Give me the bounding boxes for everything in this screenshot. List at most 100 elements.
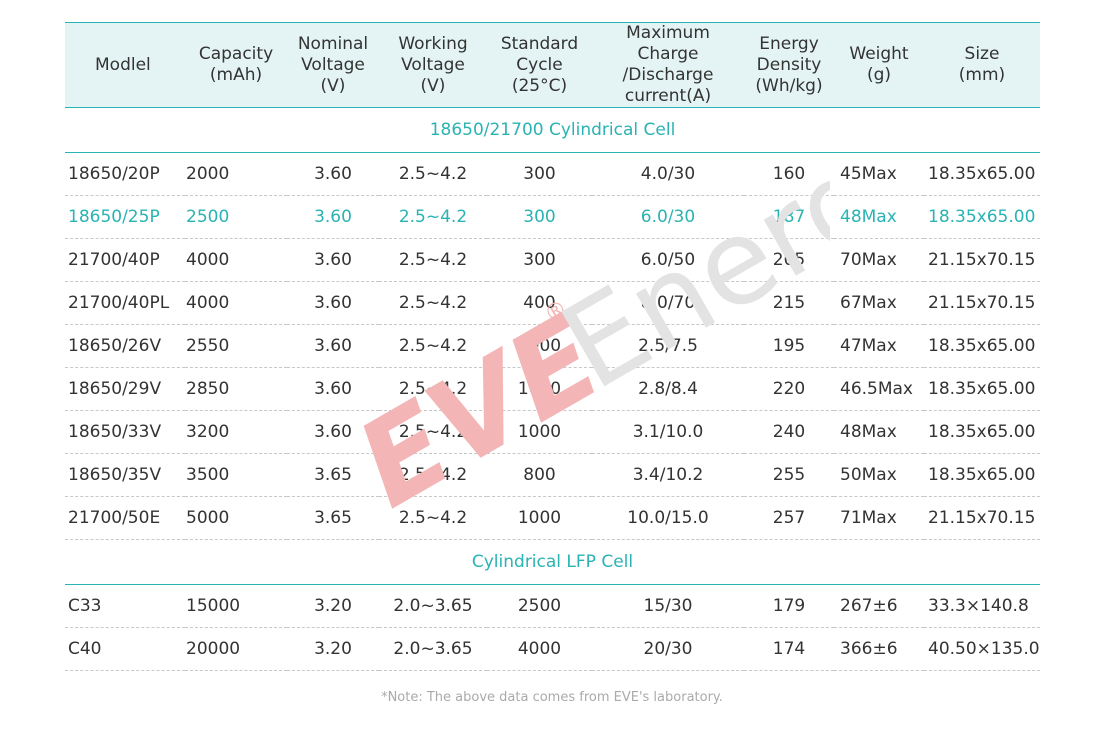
cell-standard-cycle: 2500	[487, 584, 592, 628]
column-header: Nominal Voltage (V)	[287, 22, 379, 108]
cell-working-voltage: 2.0~3.65	[379, 584, 487, 628]
cell-working-voltage: 2.5~4.2	[379, 410, 487, 454]
cell-size: 18.35x65.00	[924, 152, 1040, 196]
cell-max-current: 4.0/30	[592, 152, 744, 196]
spec-table-container: Modlel Capacity (mAh) Nominal Voltage (V) Work…	[65, 22, 1040, 671]
cell-working-voltage: 2.5~4.2	[379, 152, 487, 196]
column-header-line: (25°C)	[511, 75, 568, 96]
column-header-line: Maximum Charge	[626, 23, 710, 64]
cell-weight: 71Max	[834, 496, 924, 540]
cell-max-current: 6.0/30	[592, 195, 744, 239]
column-header-line: /Discharge	[622, 65, 714, 85]
column-header: Size (mm)	[924, 22, 1040, 108]
cell-energy-density: 195	[744, 324, 834, 368]
cell-capacity: 4000	[185, 238, 287, 282]
cell-max-current: 15/30	[592, 584, 744, 628]
column-header-line: (V)	[420, 75, 446, 96]
cell-standard-cycle: 400	[487, 281, 592, 325]
cell-capacity: 5000	[185, 496, 287, 540]
cell-nominal-voltage: 3.60	[287, 152, 379, 196]
cell-nominal-voltage: 3.20	[287, 627, 379, 671]
cell-weight: 46.5Max	[834, 367, 924, 411]
cell-weight: 45Max	[834, 152, 924, 196]
footnote: *Note: The above data comes from EVE's l…	[381, 690, 723, 705]
cell-max-current: 6.0/50	[592, 238, 744, 282]
cell-max-current: 2.8/8.4	[592, 367, 744, 411]
section-header-row: 18650/21700 Cylindrical Cell	[65, 107, 1040, 153]
cell-standard-cycle: 300	[487, 238, 592, 282]
section-title: 18650/21700 Cylindrical Cell	[65, 107, 1040, 153]
column-header: Weight (g)	[834, 22, 924, 108]
table-row: 21700/40PL 4000 3.60 2.5~4.2 400 8.0/70 215 67M…	[65, 281, 1040, 325]
cell-energy-density: 174	[744, 627, 834, 671]
table-row: 18650/26V 2550 3.60 2.5~4.2 1000 2.5/7.5 195 47…	[65, 324, 1040, 368]
column-header: Working Voltage (V)	[379, 22, 487, 108]
cell-model: 21700/40P	[65, 238, 185, 282]
section-title: Cylindrical LFP Cell	[65, 539, 1040, 585]
column-header-line: Standard	[500, 33, 579, 54]
cell-max-current: 3.4/10.2	[592, 453, 744, 497]
cell-energy-density: 179	[744, 584, 834, 628]
cell-energy-density: 220	[744, 367, 834, 411]
cell-working-voltage: 2.5~4.2	[379, 195, 487, 239]
table-row: C40 20000 3.20 2.0~3.65 4000 20/30 174 366±6 40.…	[65, 627, 1040, 671]
cell-working-voltage: 2.5~4.2	[379, 324, 487, 368]
cell-nominal-voltage: 3.60	[287, 410, 379, 454]
cell-nominal-voltage: 3.60	[287, 281, 379, 325]
table-row: 18650/35V 3500 3.65 2.5~4.2 800 3.4/10.2 255 50…	[65, 453, 1040, 497]
cell-standard-cycle: 300	[487, 195, 592, 239]
cell-model: 18650/35V	[65, 453, 185, 497]
column-header-line: current(A)	[624, 86, 712, 106]
column-header-line: Energy	[759, 33, 819, 54]
column-header: Standard Cycle (25°C)	[487, 22, 592, 108]
cell-model: 21700/50E	[65, 496, 185, 540]
table-row: 18650/20P 2000 3.60 2.5~4.2 300 4.0/30 160 45Ma…	[65, 152, 1040, 196]
column-header-line: Voltage	[301, 54, 365, 75]
column-header-line: Voltage	[401, 54, 465, 75]
column-header: Capacity (mAh)	[185, 22, 287, 108]
cell-working-voltage: 2.5~4.2	[379, 367, 487, 411]
cell-capacity: 2500	[185, 195, 287, 239]
column-header: Energy Density (Wh/kg)	[744, 22, 834, 108]
cell-size: 18.35x65.00	[924, 453, 1040, 497]
column-header-line: Capacity	[198, 44, 274, 64]
cell-working-voltage: 2.5~4.2	[379, 453, 487, 497]
cell-max-current: 10.0/15.0	[592, 496, 744, 540]
cell-weight: 366±6	[834, 627, 924, 671]
cell-size: 18.35x65.00	[924, 410, 1040, 454]
cell-model: 21700/40PL	[65, 281, 185, 325]
cell-nominal-voltage: 3.60	[287, 238, 379, 282]
cell-weight: 67Max	[834, 281, 924, 325]
cell-standard-cycle: 1000	[487, 324, 592, 368]
cell-energy-density: 215	[744, 281, 834, 325]
cell-standard-cycle: 4000	[487, 627, 592, 671]
cell-model: 18650/33V	[65, 410, 185, 454]
column-header-line: Size	[964, 44, 1000, 64]
cell-capacity: 3500	[185, 453, 287, 497]
column-header-line: Modlel	[95, 54, 151, 75]
cell-energy-density: 240	[744, 410, 834, 454]
cell-size: 33.3×140.8	[924, 584, 1040, 628]
column-header-line: Weight	[849, 44, 909, 64]
column-header-line: (V)	[320, 75, 346, 96]
cell-weight: 50Max	[834, 453, 924, 497]
cell-nominal-voltage: 3.20	[287, 584, 379, 628]
cell-nominal-voltage: 3.60	[287, 195, 379, 239]
table-body: 18650/21700 Cylindrical Cell 18650/20P 200…	[65, 107, 1040, 671]
cell-weight: 48Max	[834, 195, 924, 239]
column-header-line: Working	[398, 33, 468, 54]
cell-size: 18.35x65.00	[924, 324, 1040, 368]
cell-working-voltage: 2.5~4.2	[379, 238, 487, 282]
cell-standard-cycle: 1000	[487, 367, 592, 411]
cell-model: 18650/29V	[65, 367, 185, 411]
cell-nominal-voltage: 3.65	[287, 453, 379, 497]
table-row: 18650/25P 2500 3.60 2.5~4.2 300 6.0/30 187 48Ma…	[65, 195, 1040, 239]
column-header-line: (mm)	[958, 65, 1006, 85]
cell-capacity: 2850	[185, 367, 287, 411]
cell-size: 21.15x70.15	[924, 281, 1040, 325]
cell-weight: 47Max	[834, 324, 924, 368]
table-row: C33 15000 3.20 2.0~3.65 2500 15/30 179 267±6 33.…	[65, 584, 1040, 628]
cell-max-current: 3.1/10.0	[592, 410, 744, 454]
cell-nominal-voltage: 3.60	[287, 324, 379, 368]
cell-capacity: 2550	[185, 324, 287, 368]
